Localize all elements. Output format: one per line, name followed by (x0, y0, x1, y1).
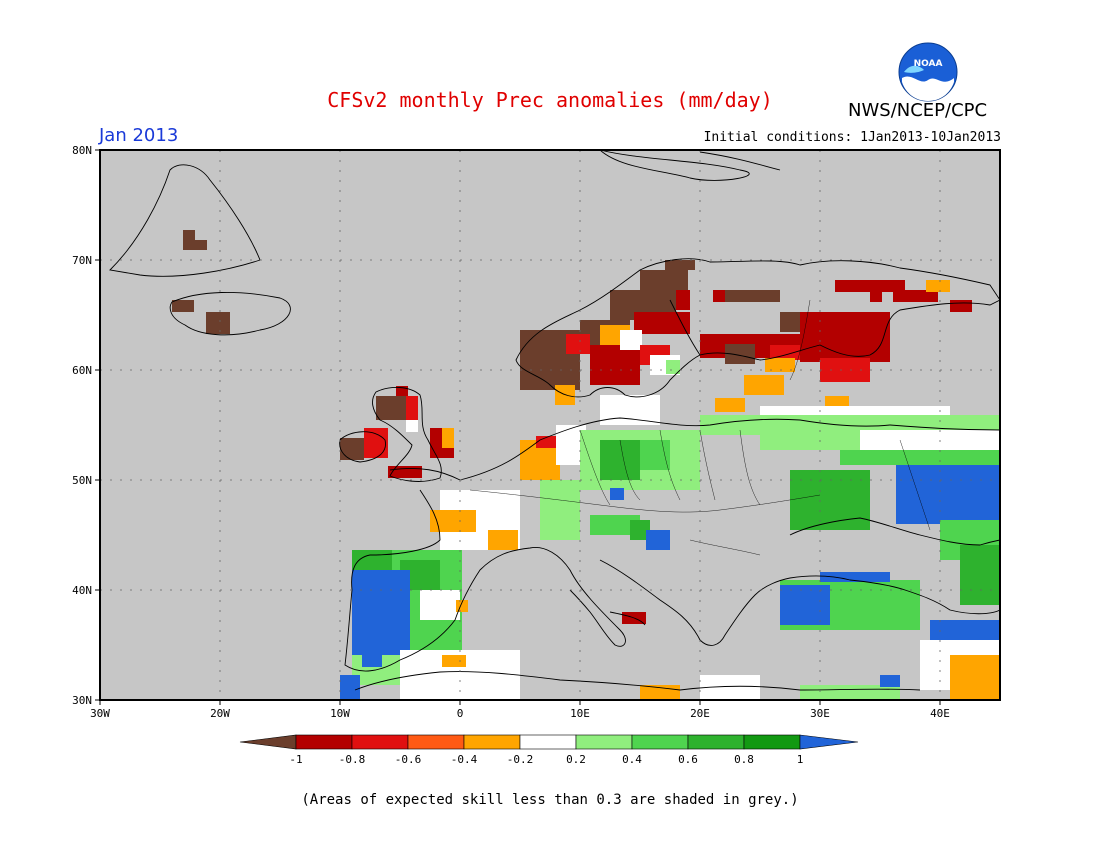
logo-text: NOAA (914, 59, 943, 69)
colorbar-tick-label: 0.8 (734, 753, 754, 766)
map-frame (99, 149, 1001, 701)
colorbar-tick-label: -1 (289, 753, 302, 766)
colorbar-swatch (351, 734, 409, 750)
lat-labels: 30N 40N 50N 60N 70N 80N (72, 144, 92, 707)
lon-label: 0 (457, 707, 464, 720)
colorbar-swatch (519, 734, 577, 750)
footnote: (Areas of expected skill less than 0.3 a… (301, 792, 799, 808)
coastlines (109, 150, 1000, 691)
colorbar-tick-label: -0.2 (507, 753, 534, 766)
graticule (100, 150, 1000, 700)
lat-label: 60N (72, 364, 92, 377)
colorbar-arrow-high (799, 734, 859, 750)
lon-label: 10W (330, 707, 350, 720)
lat-label: 80N (72, 144, 92, 157)
colorbar-swatch (463, 734, 521, 750)
agency-label: NWS/NCEP/CPC (848, 100, 988, 121)
colorbar-swatch (295, 734, 353, 750)
lon-label: 10E (570, 707, 590, 720)
colorbar-tick-label: 0.6 (678, 753, 698, 766)
axis-ticks (95, 149, 941, 705)
colorbar-swatch (575, 734, 633, 750)
borders (469, 299, 931, 556)
lat-label: 30N (72, 694, 92, 707)
colorbar-swatch (687, 734, 745, 750)
colorbar-swatch (743, 734, 801, 750)
colorbar-tick-label: 0.4 (622, 753, 642, 766)
lon-label: 30W (90, 707, 110, 720)
initial-conditions: Initial conditions: 1Jan2013-10Jan2013 (703, 130, 1001, 145)
lat-label: 70N (72, 254, 92, 267)
lon-label: 30E (810, 707, 830, 720)
colorbar-tick-label: -0.4 (451, 753, 478, 766)
colorbar-arrow-low (239, 734, 297, 750)
lat-label: 50N (72, 474, 92, 487)
chart-title: CFSv2 monthly Prec anomalies (mm/day) (327, 88, 773, 112)
colorbar-tick-label: 0.2 (566, 753, 586, 766)
colorbar-tick-label: -0.6 (395, 753, 422, 766)
colorbar-swatch (631, 734, 689, 750)
colorbar-tick-label: 1 (797, 753, 804, 766)
lon-label: 40E (930, 707, 950, 720)
colorbar: -1 -0.8 -0.6 -0.4 -0.2 0.2 0.4 0.6 0.8 1 (239, 734, 859, 766)
lat-label: 40N (72, 584, 92, 597)
colorbar-tick-label: -0.8 (339, 753, 366, 766)
lon-label: 20W (210, 707, 230, 720)
forecast-period: Jan 2013 (99, 125, 179, 146)
lon-labels: 30W 20W 10W 0 10E 20E 30E 40E (90, 707, 950, 720)
lon-label: 20E (690, 707, 710, 720)
noaa-logo: NOAA (898, 42, 958, 102)
colorbar-swatch (407, 734, 465, 750)
